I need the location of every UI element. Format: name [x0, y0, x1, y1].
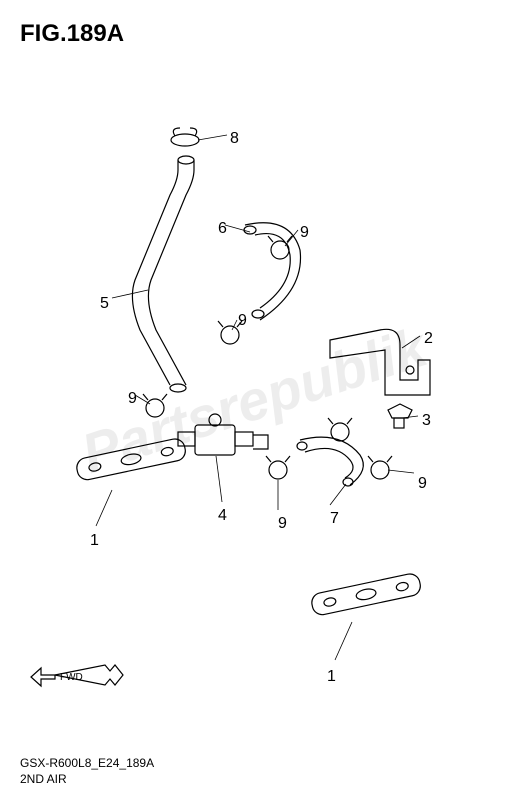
part-1-plate-lower [310, 572, 422, 616]
callout-ref-9: 9 [418, 475, 427, 493]
part-4-valve [178, 414, 268, 455]
callout-ref-2: 2 [424, 330, 433, 348]
parts-diagram: FWD [0, 0, 507, 800]
part-9-clamp-c [143, 394, 167, 417]
callout-ref-9: 9 [238, 312, 247, 330]
part-5-hose [132, 156, 194, 392]
footer-diagram-name: 2ND AIR [20, 772, 67, 786]
leader-lines [96, 135, 420, 660]
part-8-clip [171, 128, 199, 146]
callout-ref-8: 8 [230, 130, 239, 148]
callout-ref-9: 9 [278, 515, 287, 533]
callout-ref-3: 3 [422, 412, 431, 430]
footer-model-code: GSX-R600L8_E24_189A [20, 756, 154, 770]
callout-ref-5: 5 [100, 295, 109, 313]
callout-ref-4: 4 [218, 507, 227, 525]
callout-ref-9: 9 [128, 390, 137, 408]
callout-ref-1: 1 [90, 532, 99, 550]
callout-ref-7: 7 [330, 510, 339, 528]
callout-ref-1: 1 [327, 668, 336, 686]
callout-ref-9: 9 [300, 224, 309, 242]
part-9-clamp-d [266, 456, 290, 479]
part-1-plate-upper [75, 437, 187, 481]
part-3-bolt [388, 404, 412, 428]
callout-ref-6: 6 [218, 220, 227, 238]
fwd-label: FWD [60, 672, 83, 683]
part-9-clamp-f [368, 456, 392, 479]
part-7-hose [297, 437, 363, 486]
part-9-clamp-a [268, 236, 292, 259]
